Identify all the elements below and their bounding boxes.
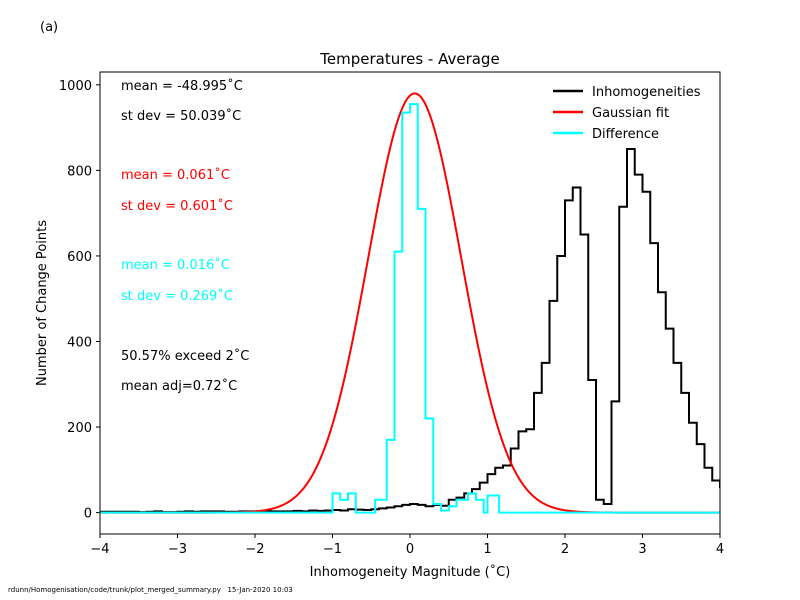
y-tick-label: 1000 (59, 79, 92, 94)
annotation-text: mean = 0.016˚C (121, 257, 230, 273)
annotation-text: st dev = 0.269˚C (121, 288, 233, 304)
legend: Inhomogeneities Gaussian fit Difference (553, 85, 701, 142)
x-tick-label: −3 (168, 542, 187, 557)
legend-label: Inhomogeneities (592, 85, 701, 100)
x-tick-label: −1 (323, 542, 342, 557)
plot-area (100, 92, 720, 514)
y-axis-label: Number of Change Points (35, 220, 50, 386)
annotation-text: mean = 0.061˚C (121, 167, 230, 183)
y-axis: 0 200 400 600 800 1000 (59, 79, 100, 522)
y-tick-label: 600 (67, 250, 92, 265)
difference-series (100, 103, 720, 514)
y-tick-label: 400 (67, 336, 92, 351)
x-axis: −4 −3 −2 −1 0 1 2 3 4 (90, 534, 724, 557)
annotation-text: mean = -48.995˚C (121, 78, 243, 94)
annotation-text: 50.57% exceed 2˚C (121, 348, 249, 364)
footer-source: rdunn/Homogenisation/code/trunk/plot_mer… (8, 586, 293, 594)
x-tick-label: −4 (90, 542, 109, 557)
x-tick-label: 4 (716, 542, 724, 557)
y-tick-label: 200 (67, 421, 92, 436)
annotation-text: st dev = 0.601˚C (121, 198, 233, 214)
x-tick-label: 0 (406, 542, 414, 557)
legend-label: Difference (592, 127, 659, 142)
legend-label: Gaussian fit (592, 106, 669, 121)
x-tick-label: 2 (561, 542, 569, 557)
stats-annotations: mean = -48.995˚C st dev = 50.039˚C mean = … (121, 78, 249, 394)
y-tick-label: 800 (67, 164, 92, 179)
x-tick-label: 3 (638, 542, 646, 557)
panel-label: (a) (40, 20, 58, 35)
x-tick-label: 1 (483, 542, 491, 557)
chart-title: Temperatures - Average (319, 50, 499, 68)
x-tick-label: −2 (245, 542, 264, 557)
y-tick-label: 0 (84, 507, 92, 522)
x-axis-label: Inhomogeneity Magnitude (˚C) (310, 564, 511, 580)
annotation-text: mean adj=0.72˚C (121, 378, 237, 394)
annotation-text: st dev = 50.039˚C (121, 108, 241, 124)
